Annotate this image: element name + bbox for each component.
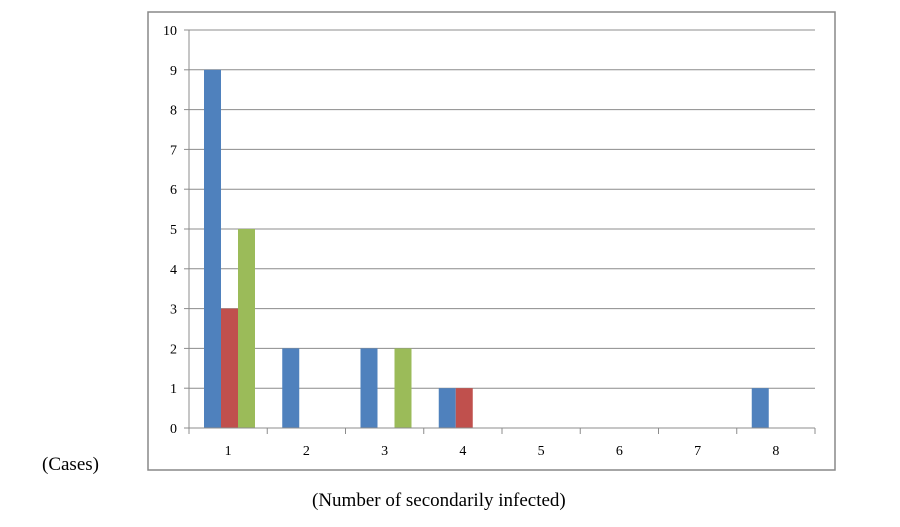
y-tick-label: 0: [170, 422, 177, 437]
bar: [204, 69, 221, 429]
bars: [204, 69, 769, 429]
y-tick-label: 9: [170, 64, 177, 79]
y-axis-label: (Cases): [42, 454, 99, 475]
y-tick-label: 4: [170, 263, 177, 278]
x-tick-label: 3: [381, 444, 388, 459]
x-tick-label: 7: [694, 444, 701, 459]
y-tick-label: 5: [170, 223, 177, 238]
x-tick-label: 4: [459, 444, 466, 459]
y-tick-label: 8: [170, 104, 177, 119]
y-tick-label: 6: [170, 183, 177, 198]
axes: [188, 30, 816, 434]
y-tick-label: 3: [170, 303, 177, 318]
y-tick-label: 2: [170, 342, 177, 357]
x-tick-label: 2: [303, 444, 310, 459]
y-tick-label: 10: [163, 24, 177, 39]
x-tick-label: 8: [772, 444, 779, 459]
chart-frame: [147, 11, 836, 471]
x-tick-label: 1: [225, 444, 232, 459]
bar: [455, 388, 473, 428]
bar: [360, 348, 378, 428]
bar: [438, 388, 456, 428]
bar: [282, 348, 300, 428]
x-axis-label: (Number of secondarily infected): [312, 490, 566, 511]
y-tick-labels: 0 1 2 3 4 5 6 7 8 9 10: [163, 24, 177, 437]
x-tick-label: 6: [616, 444, 623, 459]
bar: [394, 348, 412, 428]
bar: [221, 308, 238, 428]
bar: [751, 388, 769, 428]
x-tick-labels: 1 2 3 4 5 6 7 8: [225, 444, 780, 459]
x-tick-label: 5: [538, 444, 545, 459]
bar: [238, 229, 255, 428]
y-tick-label: 7: [170, 143, 177, 158]
y-tick-label: 1: [170, 382, 177, 397]
